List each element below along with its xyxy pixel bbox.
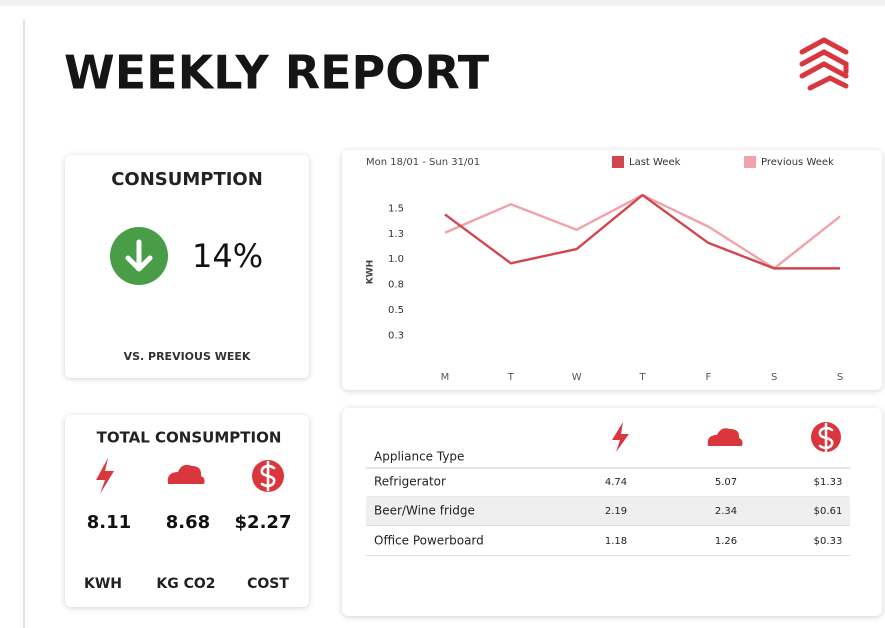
row-band [366, 496, 850, 526]
cost-symbol [260, 460, 276, 492]
y-tick-label: 0.5 [388, 305, 404, 316]
consumption-card [65, 155, 309, 378]
cell: $1.33 [814, 477, 843, 488]
x-tick-label: S [771, 372, 777, 383]
cost-symbol [818, 422, 834, 453]
table-body: Refrigerator 4.74 5.07 $1.33 Beer/Wine fridg… [366, 467, 850, 556]
down-arrow [125, 239, 153, 272]
y-axis-label: KWH [366, 260, 376, 284]
cell: 1.18 [605, 536, 627, 547]
row-label: Beer/Wine fridge [374, 504, 475, 518]
cell: $0.61 [814, 506, 843, 517]
total-unit: KG CO2 [156, 576, 215, 592]
cell: 4.74 [605, 477, 627, 488]
table-header: Appliance Type [374, 450, 464, 464]
consumption-caption: VS. PREVIOUS WEEK [124, 350, 251, 363]
cell: 1.26 [715, 536, 737, 547]
y-tick-label: 1.5 [388, 203, 404, 214]
legend-swatch [612, 156, 624, 168]
x-tick-label: T [638, 372, 646, 383]
total-value: 8.11 [87, 512, 131, 533]
x-tick-label: S [837, 372, 843, 383]
chart-subtitle: Mon 18/01 - Sun 31/01 [366, 157, 480, 168]
row-label: Office Powerboard [374, 534, 484, 548]
cell: 2.34 [715, 506, 737, 517]
row-label: Refrigerator [374, 475, 446, 489]
total-unit: KWH [84, 576, 122, 592]
cell: 2.19 [605, 506, 627, 517]
consumption-title: CONSUMPTION [111, 169, 263, 190]
consumption-value: 14% [192, 237, 263, 275]
x-tick-label: W [572, 372, 582, 383]
total-unit: COST [247, 576, 289, 592]
x-tick-label: M [441, 372, 450, 383]
x-tick-label: F [705, 372, 711, 383]
series-line [444, 193, 840, 270]
legend-swatch [744, 156, 756, 168]
cell: 5.07 [715, 477, 737, 488]
co2-icon [707, 428, 743, 446]
total-value: $2.27 [235, 512, 292, 533]
energy-icon [96, 458, 114, 494]
y-tick-label: 1.3 [388, 229, 404, 240]
co2-icon [167, 464, 205, 484]
total-card [65, 415, 309, 607]
legend-label: Previous Week [761, 157, 834, 168]
report-title: WEEKLY REPORT [64, 46, 490, 100]
energy-icon [612, 422, 629, 452]
total-title: TOTAL CONSUMPTION [97, 429, 282, 447]
chart-card [342, 150, 882, 390]
logo [799, 37, 849, 91]
y-tick-label: 0.8 [388, 280, 404, 291]
y-tick-label: 1.0 [388, 254, 404, 265]
legend-label: Last Week [629, 157, 681, 168]
total-value: 8.68 [166, 512, 210, 533]
cell: $0.33 [814, 536, 843, 547]
y-tick-label: 0.3 [388, 331, 404, 342]
x-tick-label: T [507, 372, 515, 383]
